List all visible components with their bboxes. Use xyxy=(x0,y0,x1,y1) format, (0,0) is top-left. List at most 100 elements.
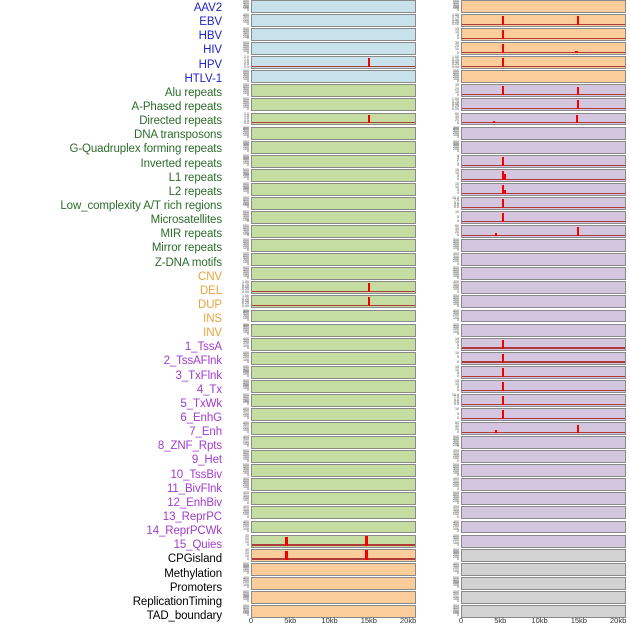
data-bar xyxy=(501,44,504,54)
y-tick-label: 0 xyxy=(457,120,459,125)
baseline xyxy=(462,122,625,124)
plot-area xyxy=(461,379,626,393)
y-axis-ticks: 10 5 0 xyxy=(436,407,460,421)
y-axis-ticks: 500 400 300 200 100 0 xyxy=(226,478,250,491)
y-tick-label: 100 xyxy=(453,6,459,11)
track-panel-right: 15 10 5 0 xyxy=(436,168,626,182)
y-axis-ticks: 500 400 300 200 100 0 xyxy=(436,239,460,252)
y-tick-label: 500 xyxy=(243,561,249,566)
y-tick-label: 300 xyxy=(453,607,459,612)
y-axis-ticks: 500 400 300 200 100 0 xyxy=(226,70,250,83)
track-panel-right: 400 300 200 100 0 xyxy=(436,506,626,520)
y-tick-label: 0.50 xyxy=(242,285,249,290)
y-tick-label: 300 xyxy=(243,593,249,598)
track-label: 13_ReprPC xyxy=(162,511,222,524)
y-tick-label: 500 xyxy=(243,0,249,3)
y-tick-label: 500 xyxy=(243,210,249,215)
y-tick-label: 3 xyxy=(457,156,459,161)
track-panel-right: 500 400 300 200 100 0 xyxy=(436,492,626,506)
y-tick-label: 60 xyxy=(455,224,459,229)
y-tick-label: 300 xyxy=(453,143,459,148)
y-tick-label: 200 xyxy=(243,103,249,108)
plot-area xyxy=(461,239,626,253)
plot-area xyxy=(461,337,626,351)
y-tick-label: 300 xyxy=(243,312,249,317)
y-tick-label: 0.25 xyxy=(242,301,249,306)
y-tick-label: 100 xyxy=(453,301,459,306)
track-label: AAV2 xyxy=(193,2,222,14)
plot-area xyxy=(461,450,626,464)
y-tick-label: 0 xyxy=(457,247,459,252)
track-panel-right: 500 400 300 200 100 0 xyxy=(436,0,626,13)
track-panel-right: 500 400 300 200 100 0 xyxy=(436,126,626,140)
y-tick-label: 200 xyxy=(243,384,249,389)
plot-area xyxy=(461,576,626,590)
y-axis-ticks: 500 400 300 200 100 0 xyxy=(226,140,250,154)
y-tick-label: 200 xyxy=(243,328,249,333)
y-tick-label: 0 xyxy=(457,177,459,182)
track-label: ReplicationTiming xyxy=(132,595,222,608)
y-tick-label: 100 xyxy=(453,484,459,489)
track-label: Promoters xyxy=(169,581,222,594)
y-axis-ticks: 500 400 300 200 100 0 xyxy=(226,0,250,13)
y-axis-ticks: 500 400 300 200 100 0 xyxy=(436,548,460,562)
y-tick-label: 300 xyxy=(243,368,249,373)
y-tick-label: 20 xyxy=(245,536,249,541)
y-tick-label: 300 xyxy=(243,171,249,176)
y-tick-label: 0 xyxy=(457,472,459,477)
track-panel-right: 10 5 0 xyxy=(436,351,626,365)
y-axis-ticks: 500 400 300 200 100 0 xyxy=(226,154,250,168)
y-axis-ticks: 500 400 300 200 100 0 xyxy=(436,492,460,505)
y-tick-label: 100 xyxy=(453,287,459,292)
y-tick-label: 400 xyxy=(243,225,249,230)
y-axis-ticks: 400 300 200 100 0 xyxy=(226,421,250,435)
y-tick-label: 0 xyxy=(457,219,459,224)
track-panel-right: 15 10 5 0 xyxy=(436,182,626,196)
track-panel-right: 60 40 20 0 xyxy=(436,112,626,126)
x-axis-left: 0 5kb 10kb 15kb 20kb xyxy=(226,612,416,630)
y-tick-label: 2 xyxy=(457,158,459,163)
y-tick-label: 400 xyxy=(453,477,459,482)
y-tick-label: 0 xyxy=(247,472,249,477)
baseline xyxy=(462,220,625,222)
plot-area xyxy=(251,168,416,182)
y-tick-label: 0 xyxy=(457,458,459,463)
y-tick-label: 300 xyxy=(453,535,459,540)
track-panel-right: 15 10 5 0 xyxy=(436,28,626,42)
y-tick-label: 400 xyxy=(453,519,459,524)
y-tick-label: 400 xyxy=(243,380,249,385)
plot-area xyxy=(461,534,626,548)
plot-area xyxy=(461,154,626,168)
y-tick-label: 200 xyxy=(453,453,459,458)
y-tick-label: 200 xyxy=(243,229,249,234)
y-axis-ticks: 2.0 1.5 1.0 0.5 0.0 xyxy=(226,112,250,126)
plot-area xyxy=(461,436,626,450)
y-tick-label: 100 xyxy=(243,526,249,531)
track-panel-right: 10 5 0 xyxy=(436,210,626,224)
track-panel-right: 500 400 300 200 100 0 xyxy=(436,576,626,590)
data-bar xyxy=(503,174,506,180)
baseline xyxy=(252,66,415,68)
y-axis-ticks: 400 300 200 100 0 xyxy=(226,337,250,351)
track-panel-right: 500 400 300 200 100 0 xyxy=(436,548,626,562)
track-panel-left: 500 400 300 200 100 0 xyxy=(226,140,416,154)
plot-area xyxy=(251,28,416,42)
y-tick-label: 200 xyxy=(453,553,459,558)
y-tick-label: 400 xyxy=(243,563,249,568)
plot-area xyxy=(251,436,416,450)
y-axis-ticks: 400 300 200 100 0 xyxy=(436,281,460,294)
y-tick-label: 100 xyxy=(243,400,249,405)
track-label: 15_Quies xyxy=(173,539,223,552)
y-tick-label: 200 xyxy=(453,74,459,79)
track-panel-left: 400 300 200 100 0 xyxy=(226,492,416,506)
track-panel-left: 500 400 300 200 100 0 xyxy=(226,0,416,13)
y-tick-label: 0 xyxy=(457,163,459,168)
plot-area xyxy=(251,126,416,140)
data-bar xyxy=(367,297,371,307)
plot-area xyxy=(251,42,416,56)
y-tick-label: 5.0 xyxy=(454,397,459,402)
y-tick-label: 300 xyxy=(243,185,249,190)
x-tick-label: 10kb xyxy=(321,616,338,625)
y-tick-label: 500 xyxy=(243,181,249,186)
y-tick-label: 400 xyxy=(243,575,249,580)
